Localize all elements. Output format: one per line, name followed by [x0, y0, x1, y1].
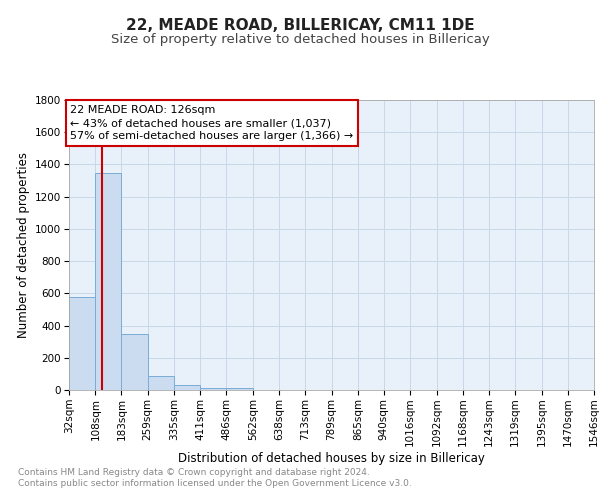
Text: Size of property relative to detached houses in Billericay: Size of property relative to detached ho… — [110, 32, 490, 46]
Bar — [148, 376, 174, 390]
Bar — [69, 298, 95, 390]
Text: Contains HM Land Registry data © Crown copyright and database right 2024.
Contai: Contains HM Land Registry data © Crown c… — [18, 468, 412, 487]
Bar — [174, 385, 200, 390]
Bar — [121, 334, 148, 390]
Bar — [200, 388, 226, 390]
Y-axis label: Number of detached properties: Number of detached properties — [17, 152, 29, 338]
Bar — [95, 172, 121, 390]
X-axis label: Distribution of detached houses by size in Billericay: Distribution of detached houses by size … — [178, 452, 485, 465]
Bar — [226, 388, 253, 390]
Text: 22 MEADE ROAD: 126sqm
← 43% of detached houses are smaller (1,037)
57% of semi-d: 22 MEADE ROAD: 126sqm ← 43% of detached … — [70, 105, 353, 141]
Text: 22, MEADE ROAD, BILLERICAY, CM11 1DE: 22, MEADE ROAD, BILLERICAY, CM11 1DE — [125, 18, 475, 32]
